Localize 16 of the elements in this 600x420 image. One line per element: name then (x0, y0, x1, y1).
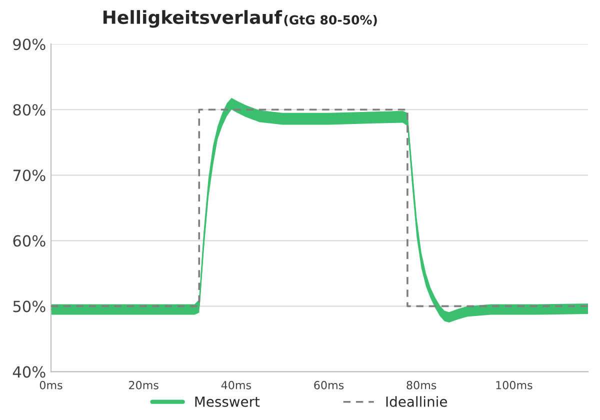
x-tick-label: 20ms (129, 380, 158, 390)
x-tick-label: 80ms (406, 380, 436, 390)
x-tick-label: 60ms (314, 380, 344, 390)
chart-subtitle: (GtG 80-50%) (284, 14, 377, 26)
y-tick-label: 80% (13, 104, 46, 116)
x-tick-label: 100ms (496, 380, 532, 390)
legend-label: Messwert (195, 396, 260, 407)
y-tick-label: 60% (13, 235, 46, 247)
chart-title: Helligkeitsverlauf (103, 10, 282, 28)
x-tick-label: 0ms (40, 380, 62, 390)
y-tick-label: 70% (13, 170, 46, 182)
y-tick-label: 90% (13, 38, 46, 50)
y-tick-label: 50% (13, 300, 46, 312)
y-tick-label: 40% (12, 366, 46, 378)
x-tick-label: 40ms (221, 380, 252, 390)
legend-label: Ideallinie (386, 396, 447, 407)
